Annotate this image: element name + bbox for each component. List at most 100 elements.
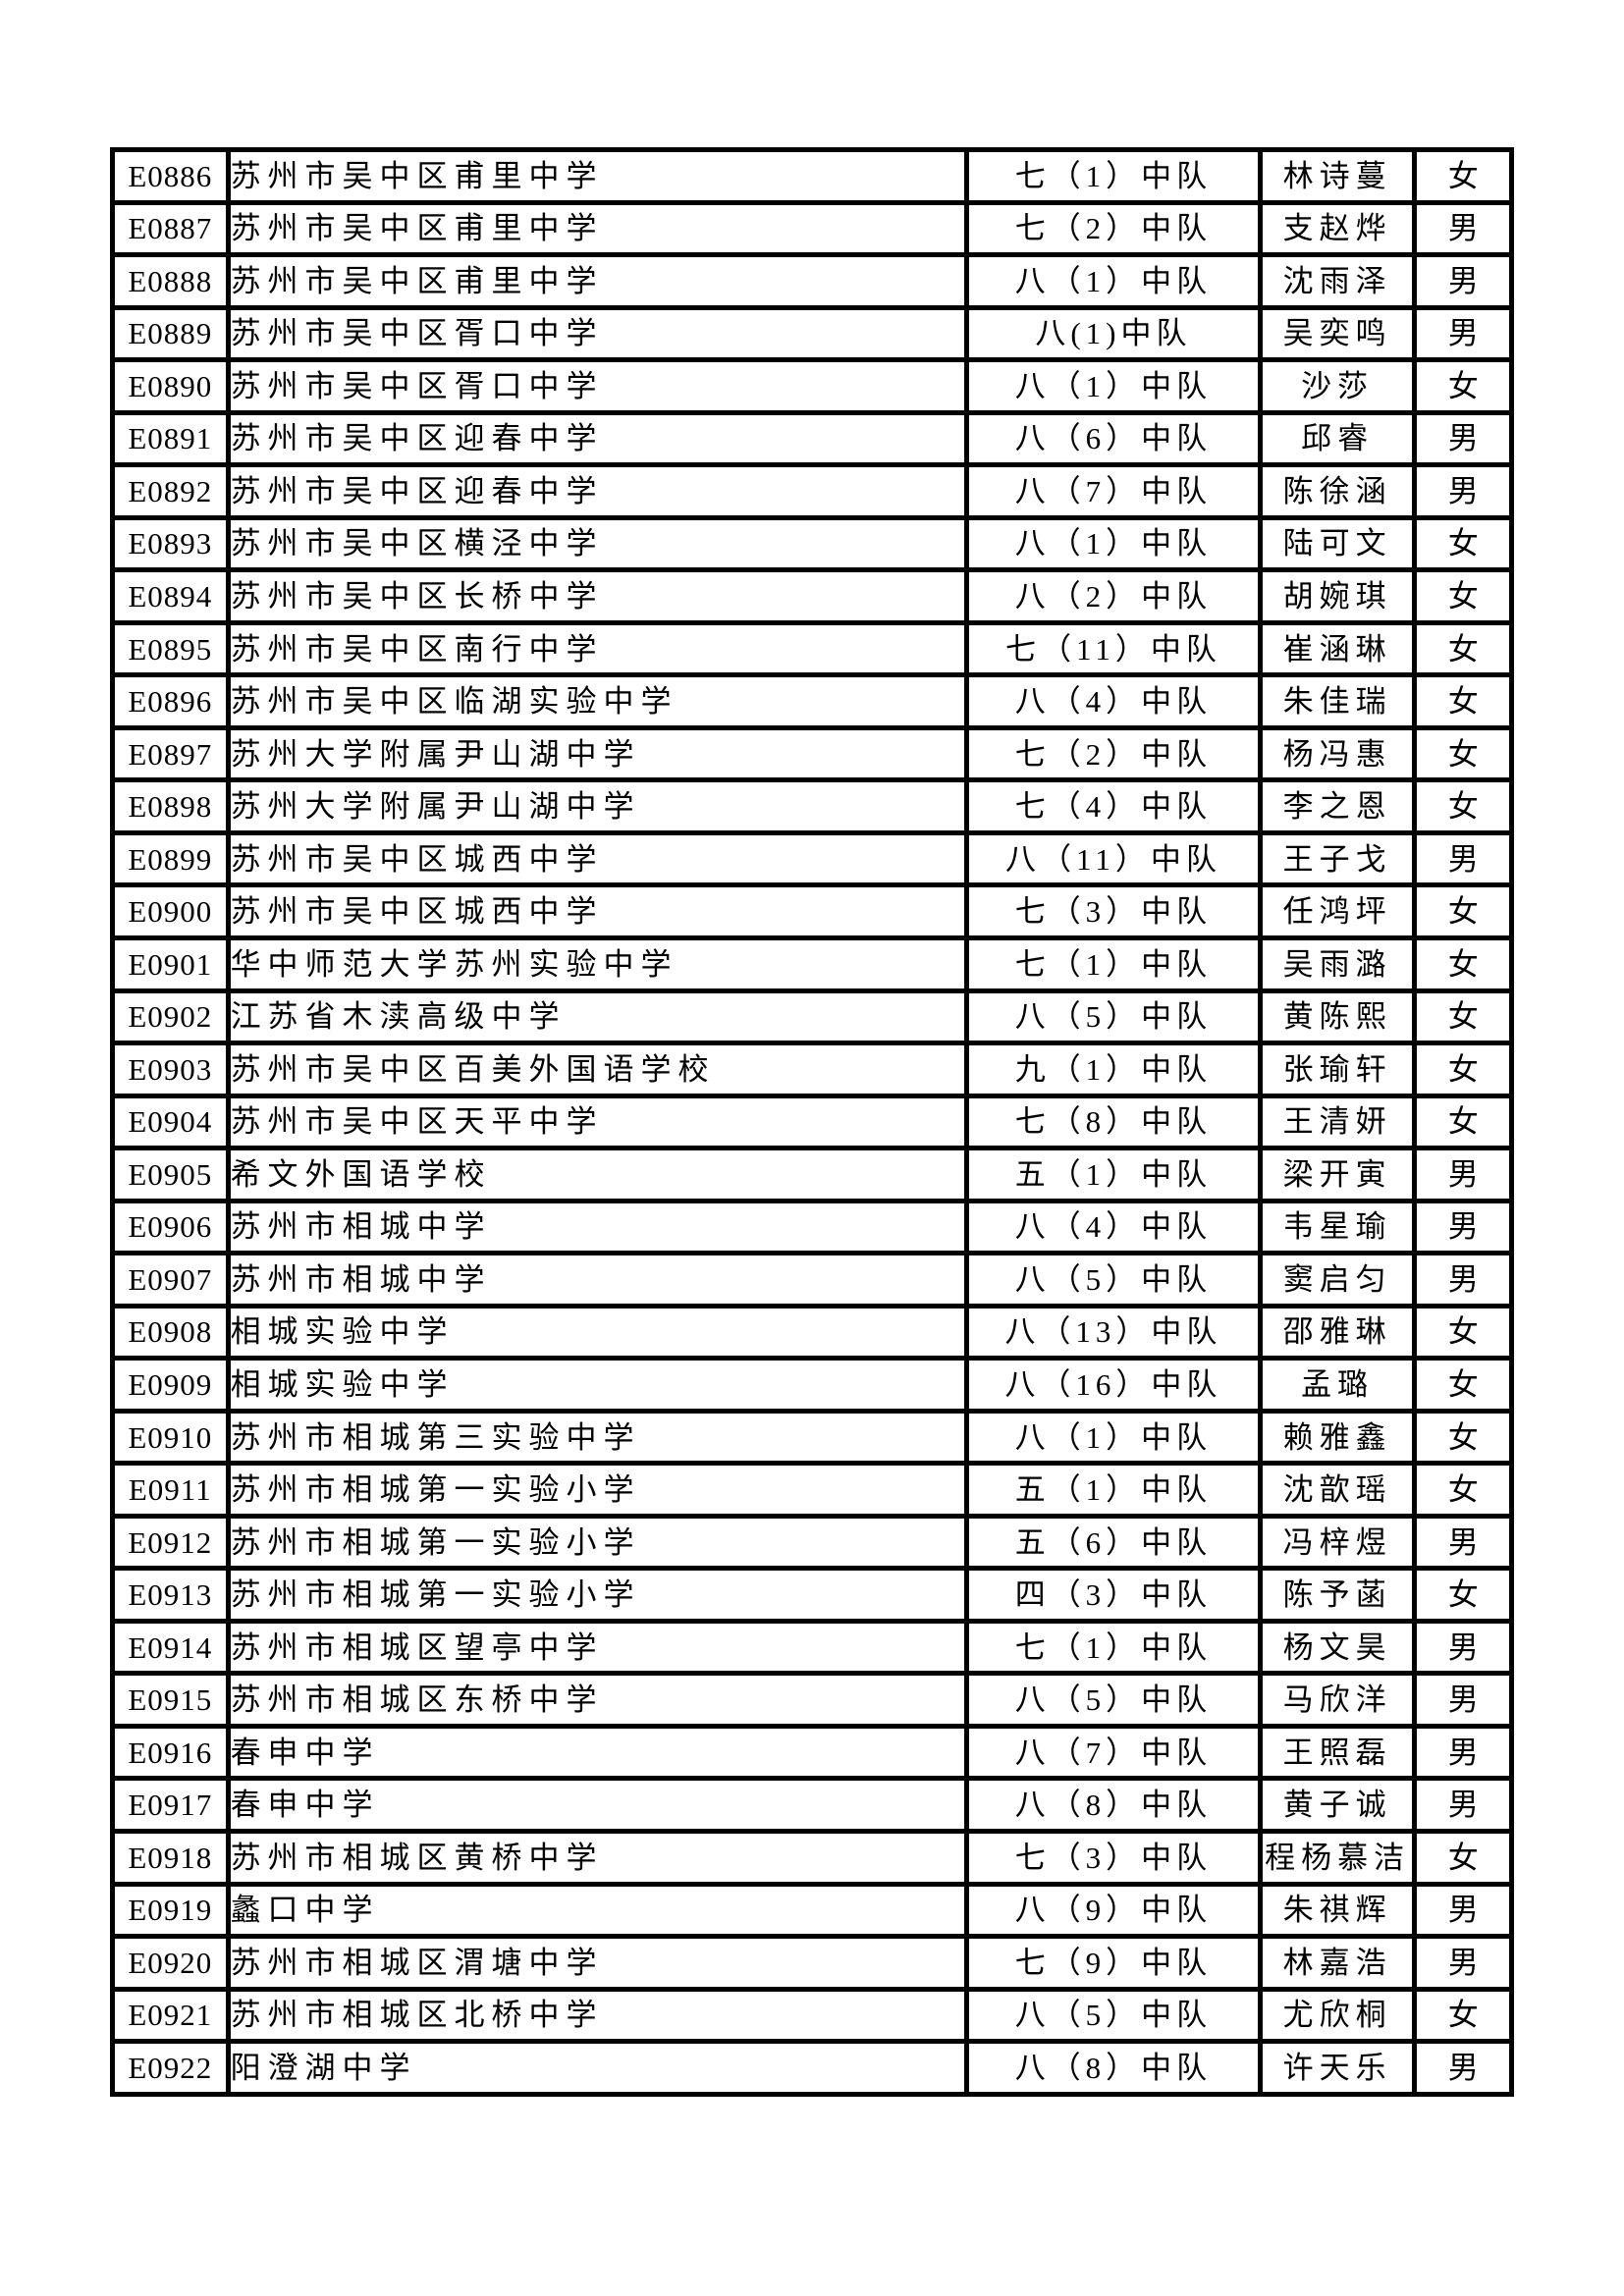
gender-cell: 女	[1412, 1986, 1514, 2045]
table-row: E0893 苏州市吴中区横泾中学 八（1）中队 陆可文 女	[110, 514, 1514, 573]
student-name-cell: 杨冯惠	[1257, 724, 1418, 783]
table-row: E0916 春申中学 八（7）中队 王照磊 男	[110, 1723, 1514, 1782]
student-name-cell: 梁开寅	[1257, 1146, 1418, 1203]
gender-cell: 男	[1412, 829, 1514, 888]
student-name-cell: 马欣洋	[1257, 1671, 1418, 1729]
gender-cell: 男	[1412, 1881, 1514, 1940]
student-name-cell: 陈徐涵	[1257, 462, 1418, 520]
student-name-cell: 张瑜轩	[1257, 1041, 1418, 1098]
student-name-cell: 支赵烨	[1257, 199, 1418, 258]
student-name-cell: 杨文昊	[1257, 1618, 1418, 1677]
gender-cell: 女	[1412, 357, 1514, 415]
table-row: E0899 苏州市吴中区城西中学 八（11）中队 王子戈 男	[110, 829, 1514, 888]
gender-cell: 女	[1412, 777, 1514, 835]
gender-cell: 女	[1412, 1303, 1514, 1362]
class-squad-cell: 八（5）中队	[963, 1251, 1263, 1308]
student-id-cell: E0914	[110, 1618, 231, 1677]
student-name-cell: 吴雨潞	[1257, 934, 1418, 993]
student-name-cell: 王清妍	[1257, 1093, 1418, 1151]
table-row: E0906 苏州市相城中学 八（4）中队 韦星瑜 男	[110, 1198, 1514, 1256]
student-name-cell: 王子戈	[1257, 829, 1418, 888]
table-row: E0892 苏州市吴中区迎春中学 八（7）中队 陈徐涵 男	[110, 462, 1514, 520]
student-name-cell: 黄陈熙	[1257, 988, 1418, 1046]
table-row: E0898 苏州大学附属尹山湖中学 七（4）中队 李之恩 女	[110, 777, 1514, 835]
student-name-cell: 李之恩	[1257, 777, 1418, 835]
gender-cell: 女	[1412, 882, 1514, 940]
student-name-cell: 胡婉琪	[1257, 567, 1418, 625]
student-name-cell: 沙莎	[1257, 357, 1418, 415]
class-squad-cell: 七（3）中队	[963, 882, 1263, 940]
class-squad-cell: 七（3）中队	[963, 1829, 1263, 1887]
class-squad-cell: 八（7）中队	[963, 462, 1263, 520]
class-squad-cell: 八（5）中队	[963, 988, 1263, 1046]
class-squad-cell: 八（16）中队	[963, 1356, 1263, 1414]
table-row: E0900 苏州市吴中区城西中学 七（3）中队 任鸿坪 女	[110, 882, 1514, 940]
school-name-cell: 苏州市相城第一实验小学	[225, 1513, 969, 1572]
gender-cell: 男	[1412, 1251, 1514, 1308]
table-row: E0917 春申中学 八（8）中队 黄子诚 男	[110, 1776, 1514, 1834]
gender-cell: 女	[1412, 988, 1514, 1046]
class-squad-cell: 七（4）中队	[963, 777, 1263, 835]
table-row: E0918 苏州市相城区黄桥中学 七（3）中队 程杨慕洁 女	[110, 1829, 1514, 1887]
table-row: E0914 苏州市相城区望亭中学 七（1）中队 杨文昊 男	[110, 1618, 1514, 1677]
student-id-cell: E0894	[110, 567, 231, 625]
gender-cell: 男	[1412, 1146, 1514, 1203]
student-name-cell: 尤欣桐	[1257, 1986, 1418, 2045]
student-id-cell: E0921	[110, 1986, 231, 2045]
student-name-cell: 邱睿	[1257, 409, 1418, 468]
school-name-cell: 苏州市相城区望亭中学	[225, 1618, 969, 1677]
class-squad-cell: 五（6）中队	[963, 1513, 1263, 1572]
table-row: E0921 苏州市相城区北桥中学 八（5）中队 尤欣桐 女	[110, 1986, 1514, 2045]
student-name-cell: 窦启匀	[1257, 1251, 1418, 1308]
table-row: E0894 苏州市吴中区长桥中学 八（2）中队 胡婉琪 女	[110, 567, 1514, 625]
student-id-cell: E0896	[110, 672, 231, 730]
table-row: E0887 苏州市吴中区甫里中学 七（2）中队 支赵烨 男	[110, 199, 1514, 258]
gender-cell: 女	[1412, 1408, 1514, 1467]
gender-cell: 男	[1412, 1618, 1514, 1677]
class-squad-cell: 八(1)中队	[963, 304, 1263, 363]
gender-cell: 男	[1412, 409, 1514, 468]
student-name-cell: 林嘉浩	[1257, 1934, 1418, 1992]
class-squad-cell: 七（8）中队	[963, 1093, 1263, 1151]
table-row: E0920 苏州市相城区渭塘中学 七（9）中队 林嘉浩 男	[110, 1934, 1514, 1992]
table-row: E0888 苏州市吴中区甫里中学 八（1）中队 沈雨泽 男	[110, 252, 1514, 310]
gender-cell: 女	[1412, 724, 1514, 783]
table-row: E0895 苏州市吴中区南行中学 七（11）中队 崔涵琳 女	[110, 619, 1514, 678]
student-id-cell: E0903	[110, 1041, 231, 1098]
student-id-cell: E0920	[110, 1934, 231, 1992]
class-squad-cell: 八（7）中队	[963, 1723, 1263, 1782]
student-id-cell: E0886	[110, 147, 231, 205]
gender-cell: 女	[1412, 514, 1514, 573]
student-id-cell: E0893	[110, 514, 231, 573]
student-id-cell: E0906	[110, 1198, 231, 1256]
student-id-cell: E0917	[110, 1776, 231, 1834]
gender-cell: 女	[1412, 1093, 1514, 1151]
student-id-cell: E0922	[110, 2039, 231, 2097]
student-name-cell: 崔涵琳	[1257, 619, 1418, 678]
student-name-cell: 陆可文	[1257, 514, 1418, 573]
school-name-cell: 苏州市相城区渭塘中学	[225, 1934, 969, 1992]
gender-cell: 女	[1412, 147, 1514, 205]
class-squad-cell: 八（1）中队	[963, 514, 1263, 573]
student-name-cell: 许天乐	[1257, 2039, 1418, 2097]
student-id-cell: E0887	[110, 199, 231, 258]
gender-cell: 男	[1412, 252, 1514, 310]
gender-cell: 女	[1412, 1041, 1514, 1098]
school-name-cell: 苏州市相城中学	[225, 1198, 969, 1256]
student-name-cell: 邵雅琳	[1257, 1303, 1418, 1362]
table-row: E0891 苏州市吴中区迎春中学 八（6）中队 邱睿 男	[110, 409, 1514, 468]
school-name-cell: 苏州市相城中学	[225, 1251, 969, 1308]
student-id-cell: E0900	[110, 882, 231, 940]
school-name-cell: 苏州市吴中区长桥中学	[225, 567, 969, 625]
table-row: E0905 希文外国语学校 五（1）中队 梁开寅 男	[110, 1146, 1514, 1203]
class-squad-cell: 八（6）中队	[963, 409, 1263, 468]
school-name-cell: 苏州市吴中区城西中学	[225, 882, 969, 940]
school-name-cell: 苏州市吴中区甫里中学	[225, 147, 969, 205]
school-name-cell: 苏州市吴中区迎春中学	[225, 409, 969, 468]
class-squad-cell: 八（4）中队	[963, 1198, 1263, 1256]
class-squad-cell: 七（9）中队	[963, 1934, 1263, 1992]
class-squad-cell: 七（1）中队	[963, 934, 1263, 993]
table-row: E0907 苏州市相城中学 八（5）中队 窦启匀 男	[110, 1251, 1514, 1308]
school-name-cell: 苏州市相城第三实验中学	[225, 1408, 969, 1467]
student-id-cell: E0909	[110, 1356, 231, 1414]
